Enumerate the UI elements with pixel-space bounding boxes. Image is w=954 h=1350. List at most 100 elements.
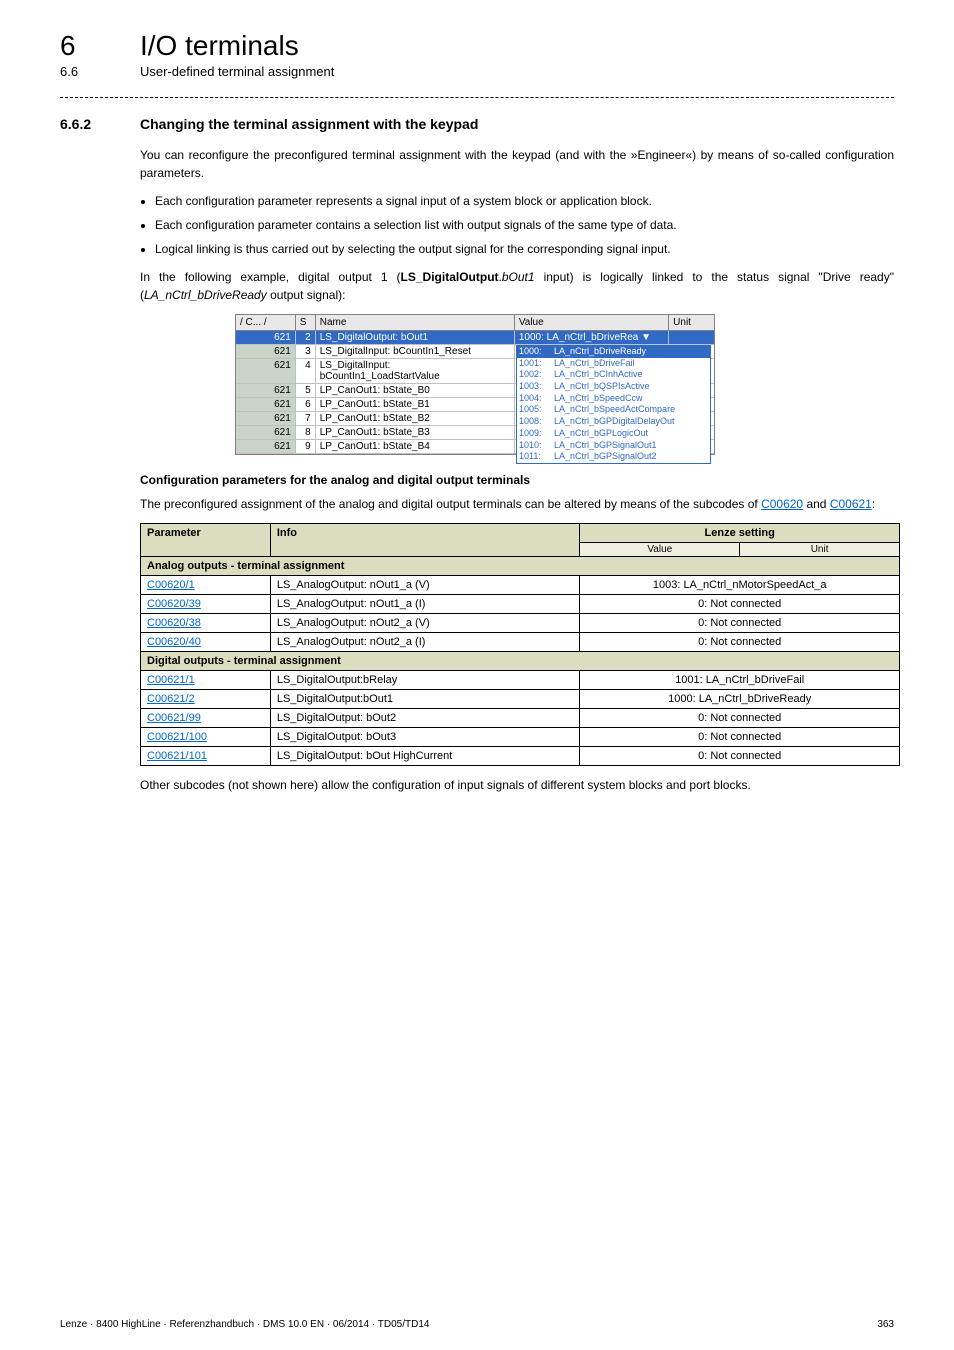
cell-setting: 1000: LA_nCtrl_bDriveReady <box>580 690 900 709</box>
param-link[interactable]: C00621/100 <box>147 731 207 743</box>
cell-c: 621 <box>236 384 296 397</box>
th-setting: Lenze setting <box>580 524 900 543</box>
cell-param: C00620/39 <box>141 595 271 614</box>
dropdown-item[interactable]: 1010:LA_nCtrl_bGPSignalOut1 <box>517 440 710 452</box>
cell-setting: 0: Not connected <box>580 728 900 747</box>
text: The preconfigured assignment of the anal… <box>140 497 761 511</box>
cell-c: 621 <box>236 345 296 358</box>
cell-s: 5 <box>296 384 316 397</box>
dropdown-item[interactable]: 1001:LA_nCtrl_bDriveFail <box>517 358 710 370</box>
table-row: C00621/100LS_DigitalOutput: bOut30: Not … <box>141 728 900 747</box>
divider <box>60 97 894 98</box>
cell-param: C00621/100 <box>141 728 271 747</box>
dropdown-item[interactable]: 1000:LA_nCtrl_bDriveReady <box>517 346 710 358</box>
cell-name: LP_CanOut1: bState_B1 <box>316 398 515 411</box>
param-link[interactable]: C00621/101 <box>147 750 207 762</box>
cell-c: 621 <box>236 412 296 425</box>
engineer-screenshot: / C... / S Name Value Unit 621 2 LS_Digi… <box>235 314 715 455</box>
col-header-value: Value <box>515 315 669 330</box>
cell-info: LS_AnalogOutput: nOut1_a (I) <box>270 595 580 614</box>
link-c00621[interactable]: C00621 <box>830 497 872 511</box>
cell-setting: 1001: LA_nCtrl_bDriveFail <box>580 671 900 690</box>
cell-setting: 0: Not connected <box>580 747 900 766</box>
section-title: User-defined terminal assignment <box>140 64 334 79</box>
cell-param: C00621/99 <box>141 709 271 728</box>
table-row: C00621/2LS_DigitalOutput:bOut11000: LA_n… <box>141 690 900 709</box>
cell-setting: 0: Not connected <box>580 709 900 728</box>
text: In the following example, digital output… <box>140 270 401 284</box>
table-row: C00620/39 LS_AnalogOutput: nOut1_a (I)0: … <box>141 595 900 614</box>
link-c00620[interactable]: C00620 <box>761 497 803 511</box>
table-group-row: Analog outputs - terminal assignment <box>141 557 900 576</box>
cell-s: 9 <box>296 440 316 453</box>
cell-param: C00620/1 <box>141 576 271 595</box>
cell-name: LS_DigitalOutput: bOut1 <box>316 331 515 344</box>
config-heading: Configuration parameters for the analog … <box>140 473 894 487</box>
cell-s: 8 <box>296 426 316 439</box>
cell-c: 621 <box>236 426 296 439</box>
cell-name: LS_DigitalInput: bCountIn1_Reset <box>316 345 515 358</box>
th-info: Info <box>270 524 580 557</box>
cell-value: 1000: LA_nCtrl_bDriveRea ▼ <box>515 331 669 344</box>
col-header-unit: Unit <box>669 315 714 330</box>
cell-info: LS_AnalogOutput: nOut1_a (V) <box>270 576 580 595</box>
bold-text: LS_DigitalOutput <box>401 270 499 284</box>
table-row: C00621/99 LS_DigitalOutput: bOut20: Not c… <box>141 709 900 728</box>
cell-setting: 0: Not connected <box>580 595 900 614</box>
dropdown-item[interactable]: 1009:LA_nCtrl_bGPLogicOut <box>517 428 710 440</box>
col-header-name: Name <box>316 315 515 330</box>
subsection-title: Changing the terminal assignment with th… <box>140 116 478 132</box>
chapter-header: 6 I/O terminals <box>60 30 894 62</box>
subsection-number: 6.6.2 <box>60 116 110 132</box>
subsection-header: 6.6.2 Changing the terminal assignment w… <box>60 116 894 132</box>
config-paragraph-2: Other subcodes (not shown here) allow th… <box>140 776 894 794</box>
chapter-number: 6 <box>60 30 110 62</box>
cell-param: C00621/2 <box>141 690 271 709</box>
cell-name: LS_DigitalInput: bCountIn1_LoadStartValu… <box>316 359 515 383</box>
table-row: C00621/1LS_DigitalOutput:bRelay1001: LA_… <box>141 671 900 690</box>
cell-setting: 1003: LA_nCtrl_nMotorSpeedAct_a <box>580 576 900 595</box>
dropdown-item[interactable]: 1004:LA_nCtrl_bSpeedCcw <box>517 393 710 405</box>
dropdown-item[interactable]: 1002:LA_nCtrl_bCInhActive <box>517 369 710 381</box>
intro-paragraph-1: You can reconfigure the preconfigured te… <box>140 146 894 182</box>
table-row: C00620/1 LS_AnalogOutput: nOut1_a (V)1003… <box>141 576 900 595</box>
cell-param: C00621/1 <box>141 671 271 690</box>
cell-info: LS_DigitalOutput: bOut2 <box>270 709 580 728</box>
cell-name: LP_CanOut1: bState_B3 <box>316 426 515 439</box>
cell-info: LS_AnalogOutput: nOut2_a (V) <box>270 614 580 633</box>
screenshot-row-selected: 621 2 LS_DigitalOutput: bOut1 1000: LA_n… <box>236 331 714 345</box>
cell-s: 2 <box>296 331 316 344</box>
param-link[interactable]: C00621/1 <box>147 674 195 686</box>
intro-paragraph-2: In the following example, digital output… <box>140 268 894 304</box>
th-value: Value <box>580 543 740 557</box>
bullet-item: Each configuration parameter contains a … <box>155 216 894 234</box>
cell-c: 621 <box>236 331 296 344</box>
th-unit: Unit <box>740 543 900 557</box>
cell-param: C00620/38 <box>141 614 271 633</box>
dropdown-item[interactable]: 1005:LA_nCtrl_bSpeedActCompare <box>517 404 710 416</box>
dropdown-item[interactable]: 1011:LA_nCtrl_bGPSignalOut2 <box>517 451 710 463</box>
table-header-row: Parameter Info Lenze setting <box>141 524 900 543</box>
cell-name: LP_CanOut1: bState_B2 <box>316 412 515 425</box>
cell-param: C00621/101 <box>141 747 271 766</box>
dropdown-item[interactable]: 1003:LA_nCtrl_bQSPIsActive <box>517 381 710 393</box>
chapter-title: I/O terminals <box>140 30 299 62</box>
dropdown-item[interactable]: 1008:LA_nCtrl_bGPDigitalDelayOut <box>517 416 710 428</box>
param-link[interactable]: C00620/38 <box>147 617 201 629</box>
cell-info: LS_DigitalOutput: bOut HighCurrent <box>270 747 580 766</box>
param-link[interactable]: C00621/99 <box>147 712 201 724</box>
param-link[interactable]: C00620/1 <box>147 579 195 591</box>
cell-name: LP_CanOut1: bState_B0 <box>316 384 515 397</box>
group-label: Analog outputs - terminal assignment <box>141 557 900 576</box>
param-link[interactable]: C00621/2 <box>147 693 195 705</box>
table-row: C00620/38LS_AnalogOutput: nOut2_a (V)0: … <box>141 614 900 633</box>
param-link[interactable]: C00620/40 <box>147 636 201 648</box>
cell-s: 3 <box>296 345 316 358</box>
config-paragraph-1: The preconfigured assignment of the anal… <box>140 495 894 513</box>
bullet-item: Each configuration parameter represents … <box>155 192 894 210</box>
dropdown-list: 1000:LA_nCtrl_bDriveReady1001:LA_nCtrl_b… <box>516 345 711 464</box>
param-link[interactable]: C00620/39 <box>147 598 201 610</box>
page-footer: Lenze · 8400 HighLine · Referenzhandbuch… <box>60 1319 894 1330</box>
cell-name: LP_CanOut1: bState_B4 <box>316 440 515 453</box>
cell-c: 621 <box>236 440 296 453</box>
